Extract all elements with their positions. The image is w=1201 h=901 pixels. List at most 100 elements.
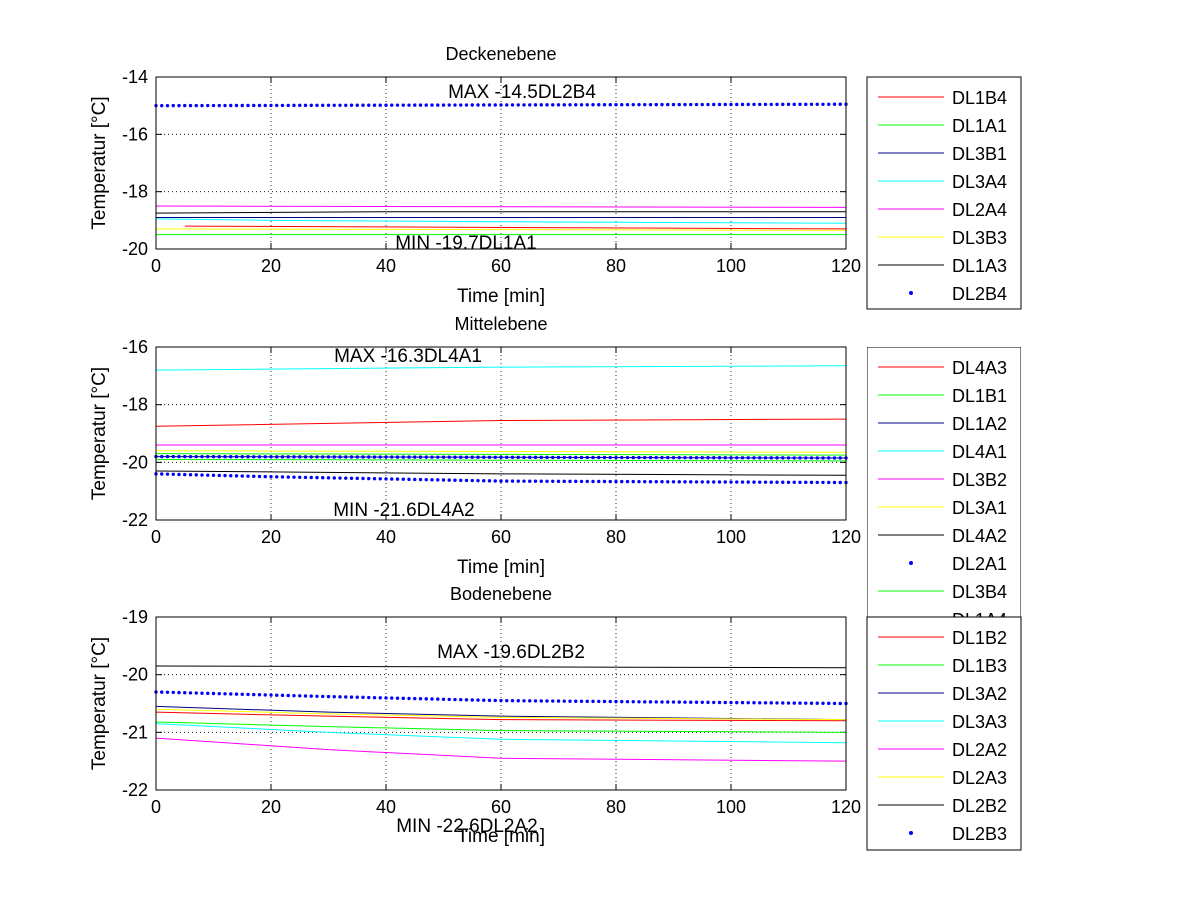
data-point [740,700,745,705]
legend-label: DL1A2 [952,414,1007,434]
data-point [183,454,187,459]
data-point [171,472,175,476]
data-point [706,456,710,460]
data-point [482,455,486,459]
data-point [229,474,233,478]
x-tick-label: 60 [491,527,511,547]
series-dl3b4-line [155,458,847,462]
data-point [470,698,474,702]
data-point [234,455,239,459]
data-point [602,479,607,484]
data-point [654,480,658,484]
data-point [763,102,768,107]
data-point [194,691,198,695]
data-point [223,455,227,459]
data-point [493,103,497,107]
data-point [798,480,802,485]
series-dl3a3-line [155,723,847,744]
data-point [775,480,779,484]
data-point [349,476,354,480]
data-point [395,477,400,481]
legend-label: DL1A3 [952,256,1007,276]
data-point [246,692,250,697]
data-point [838,701,842,706]
data-point [792,456,796,460]
data-point [188,103,193,108]
data-point [223,692,227,696]
data-point [579,455,584,460]
data-point [689,480,693,484]
data-point [476,698,480,702]
data-point [510,479,515,483]
data-point [786,102,791,107]
data-point [206,454,210,459]
data-point [332,695,336,699]
data-point [729,102,733,107]
data-point [752,701,756,705]
data-point [769,102,773,107]
data-point [257,693,262,697]
chart-panel-2: 0 20 40 60 80 100 120 -16 -18 -20 -22 MAX -16.3DL4A… [89,314,1021,620]
data-point [459,697,463,702]
data-point [487,103,492,107]
data-point [602,103,607,107]
x-tick-label: 80 [606,527,626,547]
data-point [625,102,630,107]
data-point [338,455,342,459]
data-point [487,479,492,483]
data-point [223,473,227,478]
data-point [539,479,543,483]
data-point [533,455,538,460]
data-point [234,692,239,696]
data-point [700,456,704,460]
data-point [637,102,641,107]
data-point [677,455,681,460]
data-point [476,103,480,107]
data-point [309,455,313,459]
data-point [666,102,670,107]
legend: DL4A3 DL1B1 DL1A2 DL4A1 DL3B2 DL3A1 DL4A2 DL2A1… [867,347,1021,620]
data-point [355,476,359,481]
data-point [827,456,831,460]
x-tick-label: 100 [716,797,746,817]
x-axis-label: Time [min] [457,557,545,578]
data-point [533,479,538,483]
data-point [625,479,630,484]
data-point [769,480,773,484]
data-point [344,476,348,480]
data-point [654,455,658,460]
data-point [257,455,262,459]
data-point [395,696,400,700]
data-point [355,695,359,699]
legend-label: DL3A3 [952,712,1007,732]
data-point [223,103,227,108]
data-point [367,103,371,107]
data-point [211,691,216,696]
data-point [625,455,630,460]
data-point [643,455,647,460]
data-point [832,102,837,106]
data-point [597,699,601,704]
data-point [395,103,400,107]
data-point [177,690,181,695]
data-point [660,700,664,704]
data-point [574,103,578,107]
data-point [585,479,589,484]
data-point [671,102,676,107]
data-point [292,693,296,698]
data-point [188,691,193,695]
data-point [838,102,842,106]
data-point [234,103,239,108]
data-point [464,698,469,702]
data-point [827,480,831,485]
data-point [522,699,526,703]
data-point [384,477,388,481]
data-point [401,477,405,481]
data-point [769,701,773,705]
data-point [160,454,164,459]
data-point [246,474,250,478]
data-point [723,700,727,705]
data-point [729,700,733,705]
data-point [321,103,325,108]
data-point [298,103,302,108]
